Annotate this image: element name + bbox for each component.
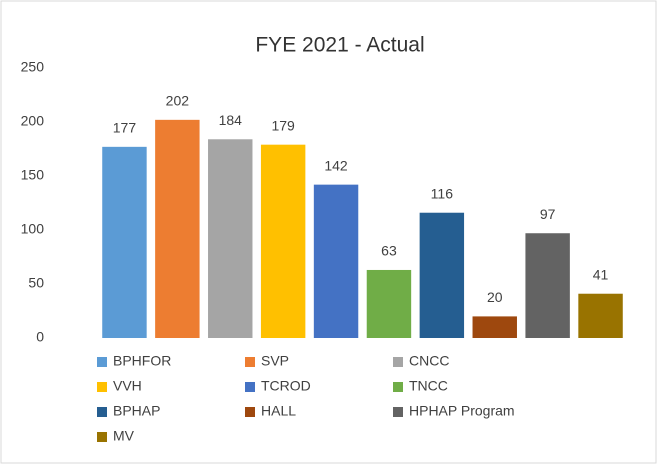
y-tick-label: 0 — [36, 329, 44, 345]
bar — [525, 233, 570, 338]
data-label: 116 — [431, 185, 454, 201]
chart-title: FYE 2021 - Actual — [255, 34, 424, 57]
bar — [313, 184, 359, 338]
data-label: 20 — [487, 289, 503, 305]
bar — [155, 119, 200, 338]
data-label: 184 — [219, 112, 243, 128]
legend-swatch — [97, 382, 107, 392]
data-label: 97 — [540, 206, 556, 222]
bar — [472, 316, 517, 338]
data-label: 202 — [166, 93, 190, 109]
legend-swatch — [393, 407, 403, 417]
legend-swatch — [97, 432, 107, 442]
legend-swatch — [393, 382, 403, 392]
legend-label: BPHFOR — [113, 353, 171, 369]
bar — [208, 139, 253, 338]
y-tick-label: 50 — [28, 275, 44, 291]
y-tick-label: 250 — [21, 59, 45, 75]
data-label: 177 — [113, 120, 137, 136]
legend-label: CNCC — [409, 353, 449, 369]
bar — [260, 144, 306, 338]
y-tick-label: 200 — [21, 113, 45, 129]
legend-label: BPHAP — [113, 403, 160, 419]
data-label: 142 — [324, 157, 348, 173]
legend-label: MV — [113, 428, 135, 444]
legend-label: HALL — [261, 403, 296, 419]
data-label: 63 — [381, 243, 397, 259]
bar — [102, 146, 147, 338]
legend-label: VVH — [113, 378, 142, 394]
legend-label: TCROD — [261, 378, 311, 394]
legend-swatch — [393, 357, 403, 367]
legend-swatch — [245, 357, 255, 367]
legend-swatch — [97, 407, 107, 417]
legend-swatch — [97, 357, 107, 367]
bar — [366, 269, 412, 338]
data-label: 41 — [593, 266, 609, 282]
bar — [419, 212, 465, 338]
legend-label: HPHAP Program — [409, 403, 515, 419]
y-tick-label: 100 — [21, 221, 45, 237]
data-label: 179 — [271, 117, 295, 133]
legend-swatch — [245, 407, 255, 417]
legend-label: TNCC — [409, 378, 448, 394]
legend-swatch — [245, 382, 255, 392]
bar — [578, 293, 623, 338]
legend-label: SVP — [261, 353, 289, 369]
y-tick-label: 150 — [21, 167, 45, 183]
